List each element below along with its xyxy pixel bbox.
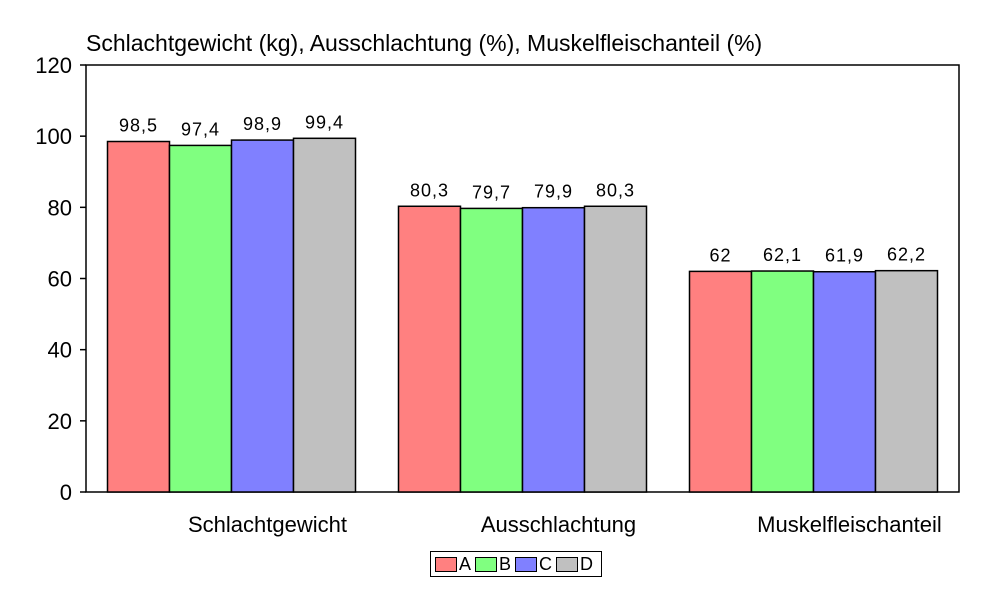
bar-b-0 <box>168 144 233 493</box>
data-label: 80,3 <box>410 180 449 200</box>
bar-c-2 <box>812 270 877 493</box>
legend-item-d: D <box>556 555 593 573</box>
y-tick-label: 60 <box>48 267 72 292</box>
chart-legend: A B C D <box>430 551 603 577</box>
y-tick-label: 80 <box>48 195 72 220</box>
bar-d-2 <box>874 269 939 493</box>
bar-a-2 <box>688 270 753 493</box>
legend-label-d: D <box>580 554 594 574</box>
data-label: 62,2 <box>887 245 926 265</box>
legend-item-c: C <box>515 555 552 573</box>
chart-title: Schlachtgewicht (kg), Ausschlachtung (%)… <box>86 30 763 56</box>
data-label: 98,9 <box>243 114 282 134</box>
legend-item-a: A <box>435 555 471 573</box>
bar-d-1 <box>583 205 648 493</box>
x-category-label: Muskelfleischanteil <box>757 512 942 537</box>
data-label: 79,9 <box>534 182 573 202</box>
bar-c-1 <box>521 206 586 493</box>
y-tick-label: 100 <box>35 124 72 149</box>
bar-a-0 <box>106 140 171 493</box>
data-label: 62,1 <box>763 245 802 265</box>
data-label: 80,3 <box>596 180 635 200</box>
x-category-label: Schlachtgewicht <box>188 512 347 537</box>
bar-d-0 <box>292 137 357 493</box>
data-label: 98,5 <box>119 116 158 136</box>
bar-b-1 <box>459 207 524 493</box>
bar-a-1 <box>397 205 462 493</box>
data-label: 99,4 <box>305 112 344 132</box>
data-label: 79,7 <box>472 182 511 202</box>
data-label: 97,4 <box>181 119 220 139</box>
legend-label-b: B <box>499 554 512 574</box>
y-tick-label: 120 <box>35 53 72 78</box>
data-label: 62 <box>709 245 731 265</box>
legend-swatch-d <box>556 556 579 572</box>
x-category-label: Ausschlachtung <box>481 512 636 537</box>
data-label: 61,9 <box>825 246 864 266</box>
legend-swatch-b <box>475 556 498 572</box>
bar-c-0 <box>230 139 295 493</box>
legend-item-b: B <box>475 555 511 573</box>
y-tick-label: 20 <box>48 409 72 434</box>
bar-b-2 <box>750 270 815 493</box>
y-tick-label: 40 <box>48 338 72 363</box>
legend-swatch-c <box>515 556 538 572</box>
legend-swatch-a <box>435 556 457 572</box>
legend-label-a: A <box>459 554 472 574</box>
legend-label-c: C <box>539 554 553 574</box>
y-tick-label: 0 <box>60 480 72 505</box>
